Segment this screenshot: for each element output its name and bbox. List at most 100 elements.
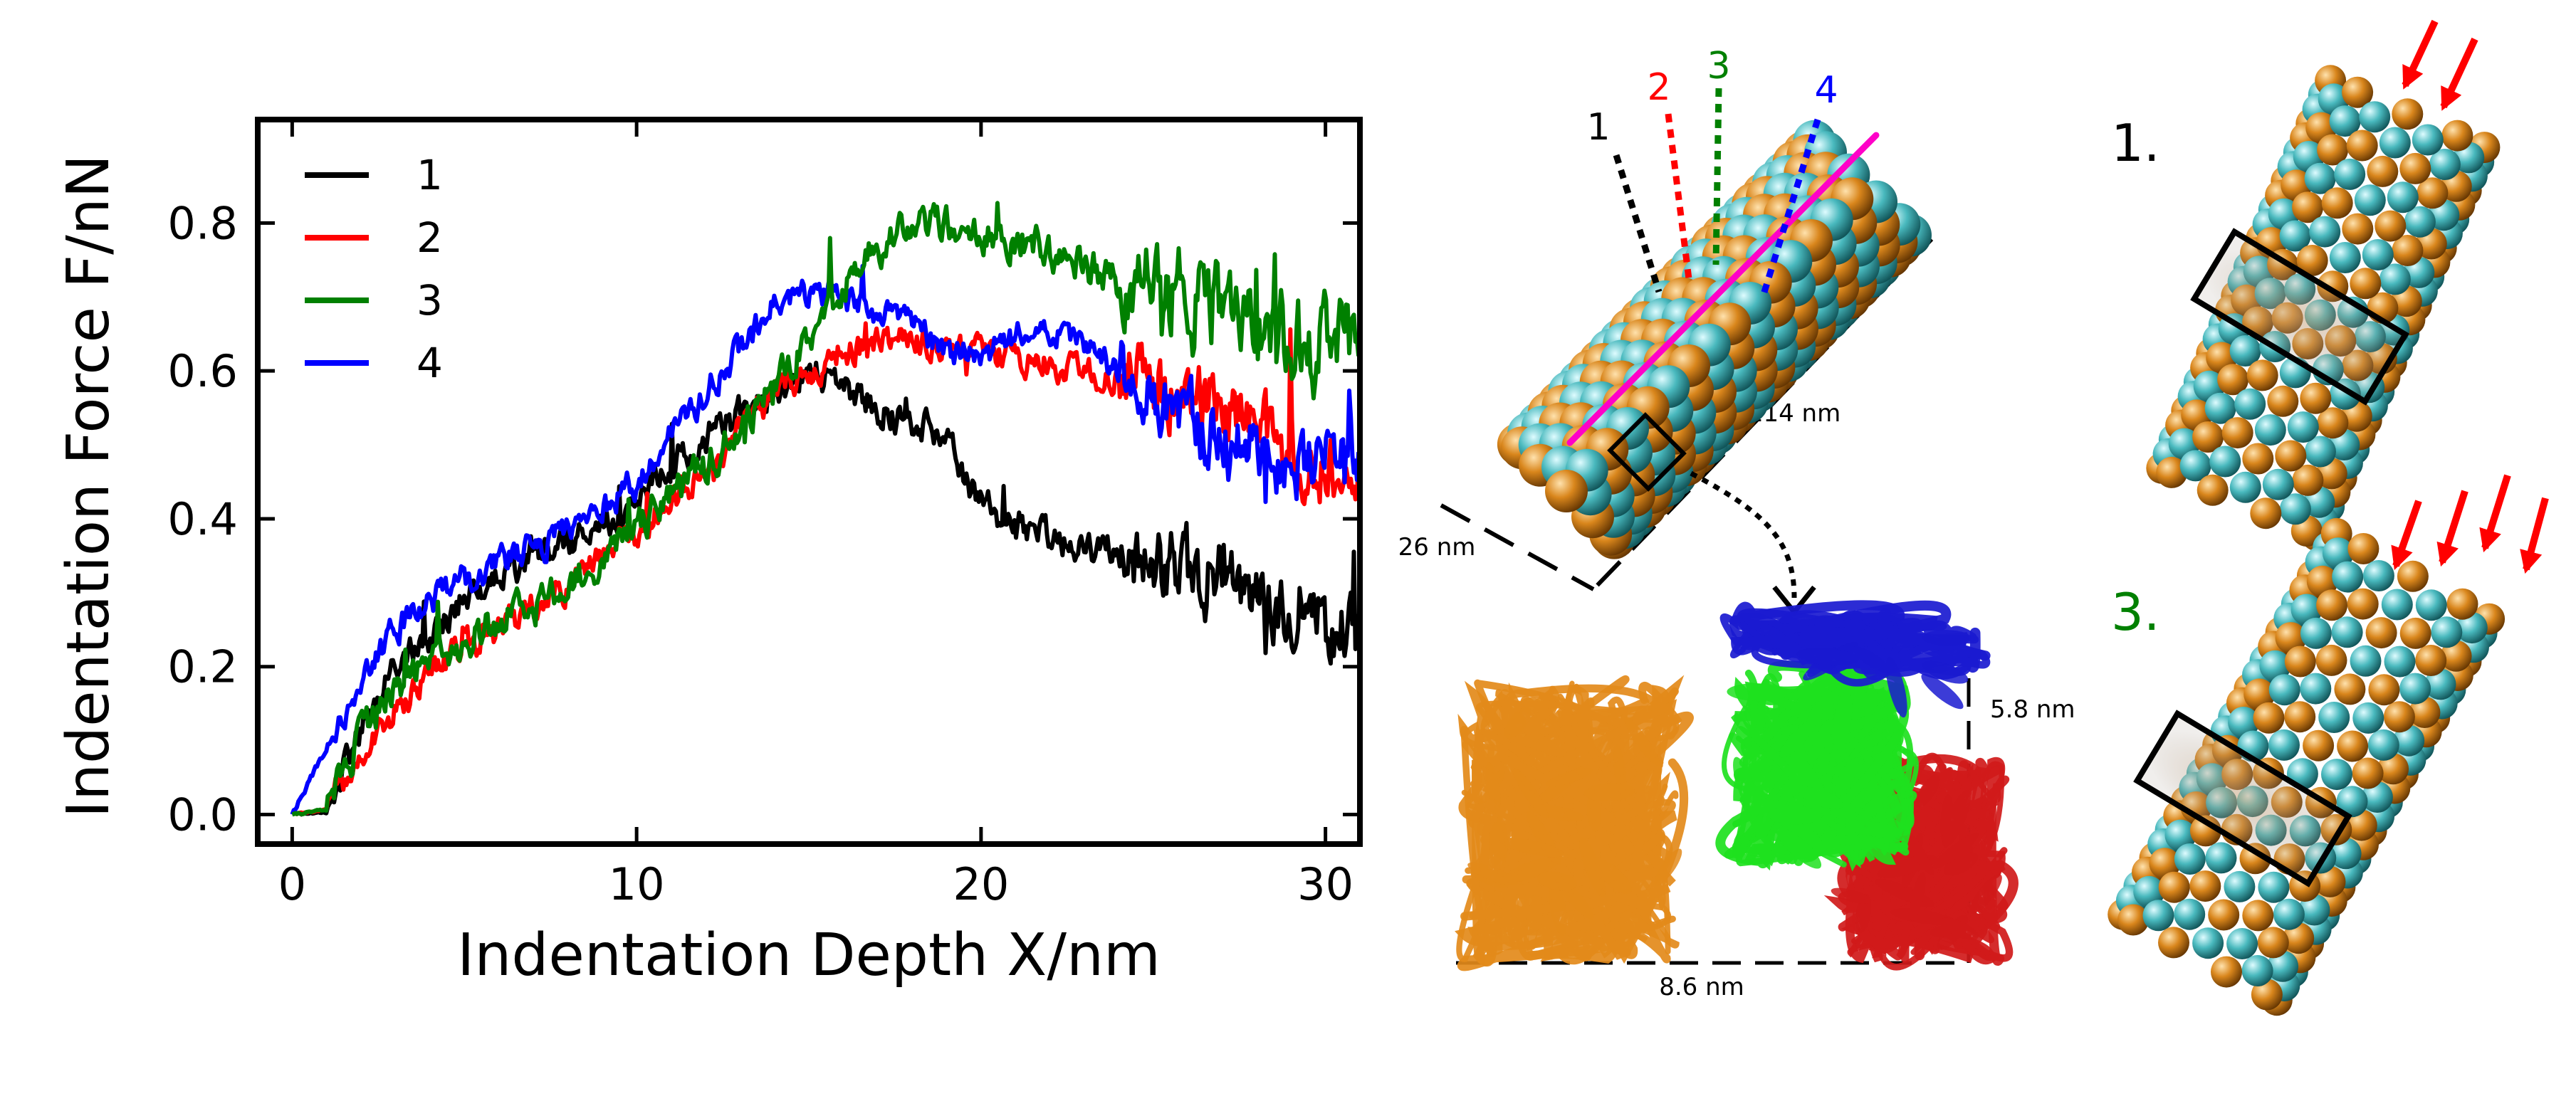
- force-arrow-icon: [2440, 37, 2478, 111]
- monomer-bead: [2254, 414, 2286, 446]
- monomer-bead: [2273, 898, 2305, 930]
- monomer-bead: [2314, 865, 2346, 897]
- monomer-bead: [2224, 870, 2256, 902]
- monomer-bead: [2322, 537, 2354, 569]
- series-line-3: [291, 201, 1361, 817]
- plot-frame: [255, 117, 1363, 847]
- monomer-bead: [2316, 589, 2348, 621]
- helix-segment: [1579, 837, 1606, 897]
- helix-segment: [1807, 718, 1833, 764]
- monomer-bead: [2417, 177, 2449, 209]
- helix-segment: [1489, 822, 1506, 871]
- helix-segment: [1485, 762, 1501, 811]
- monomer-bead: [2250, 497, 2282, 529]
- ribbon-strand: [1781, 621, 1979, 687]
- monomer-bead: [2179, 450, 2211, 482]
- monomer-bead: [2267, 950, 2299, 982]
- monomer-bead: [2284, 646, 2316, 678]
- monomer-bead: [2142, 900, 2174, 932]
- monomer-bead: [2383, 701, 2415, 733]
- monomer-bead: [2117, 904, 2150, 936]
- probe-label-1: 1: [1586, 106, 1610, 149]
- series-line-4: [290, 263, 1361, 816]
- monomer-bead: [2292, 191, 2324, 223]
- monomer-bead: [2253, 702, 2285, 734]
- dimer-highlight-box: [1607, 412, 1687, 492]
- helix-segment: [1779, 719, 1816, 758]
- monomer-bead: [2359, 101, 2391, 133]
- dimer-width-label: 8.6 nm: [1659, 973, 1744, 1001]
- monomer-bead: [2342, 76, 2374, 108]
- monomer-bead: [2234, 388, 2266, 420]
- monomer-bead: [2189, 870, 2221, 902]
- monomer-bead: [2329, 242, 2361, 273]
- monomer-bead: [2381, 589, 2413, 621]
- monomer-bead: [2279, 220, 2311, 252]
- monomer-bead: [2346, 130, 2378, 162]
- helix-segment: [1549, 880, 1567, 937]
- legend-label-2: 2: [417, 214, 443, 262]
- helix-segment: [1939, 917, 1979, 940]
- monomer-bead: [2229, 335, 2261, 367]
- helix-segment: [1788, 740, 1806, 796]
- monomer-bead: [2365, 617, 2397, 649]
- filament-panel: 114 nm 26 nm 1 2 3 4: [1398, 45, 1934, 616]
- helix-segment: [1831, 887, 1872, 904]
- helix-segment: [1799, 786, 1843, 809]
- monomer-bead: [2317, 407, 2349, 439]
- x-tick-label: 30: [1297, 858, 1354, 910]
- monomer-bead: [2329, 105, 2361, 137]
- monomer-bead: [2330, 838, 2362, 870]
- helix-segment: [1545, 768, 1593, 787]
- monomer-bead: [2392, 235, 2424, 266]
- helix-segment: [1733, 757, 1759, 817]
- monomer-bead: [2409, 697, 2441, 728]
- ribbon-strand: [1739, 616, 1899, 681]
- monomer-bead: [2304, 162, 2336, 194]
- monomer-bead: [2352, 702, 2384, 734]
- monomer-bead: [2375, 210, 2407, 242]
- helix-segment: [1922, 630, 1972, 646]
- monomer-bead: [2296, 245, 2328, 276]
- monomer-bead: [2415, 589, 2447, 621]
- monomer-bead: [2352, 757, 2384, 789]
- snapshot-bottom-label: 3.: [2111, 582, 2160, 642]
- helix-segment: [1499, 838, 1564, 858]
- helix-segment: [1969, 874, 2002, 914]
- helix-segment: [1776, 827, 1822, 869]
- monomer-bead: [2306, 565, 2338, 597]
- monomer-bead: [2257, 927, 2289, 959]
- x-tick-label: 10: [609, 858, 665, 910]
- monomer-bead: [2321, 759, 2352, 791]
- monomer-bead: [2412, 124, 2444, 156]
- filament-axis-line: [1566, 132, 1880, 446]
- monomer-bead: [2304, 436, 2336, 468]
- y-tick-label: 0.0: [167, 789, 238, 841]
- microtubule-filament: [1497, 120, 1932, 559]
- probe-label-2: 2: [1647, 66, 1670, 109]
- helix-segment: [1915, 774, 1940, 808]
- monomer-bead: [2283, 922, 2315, 954]
- monomer-bead: [2354, 184, 2386, 216]
- monomer-bead: [2251, 979, 2283, 1011]
- helix-segment: [1922, 660, 1969, 684]
- monomer-bead: [2387, 181, 2419, 214]
- helix-segment: [1536, 871, 1578, 891]
- monomer-bead: [2404, 206, 2436, 238]
- x-tick-label: 20: [953, 858, 1009, 910]
- monomer-bead: [2367, 729, 2399, 761]
- monomer-bead: [2209, 446, 2241, 478]
- monomer-bead: [2205, 842, 2237, 874]
- monomer-bead: [2336, 786, 2368, 818]
- monomer-bead: [2441, 120, 2473, 152]
- monomer-bead: [2228, 707, 2260, 738]
- monomer-bead: [2350, 645, 2382, 677]
- monomer-bead: [2158, 871, 2190, 903]
- monomer-bead: [2298, 894, 2330, 926]
- zoom-arrow: [1690, 470, 1797, 599]
- monomer-bead: [2226, 928, 2258, 959]
- monomer-bead: [2197, 474, 2229, 506]
- monomer-bead: [2268, 729, 2300, 761]
- legend-label-1: 1: [417, 151, 443, 199]
- monomer-bead: [2217, 364, 2249, 396]
